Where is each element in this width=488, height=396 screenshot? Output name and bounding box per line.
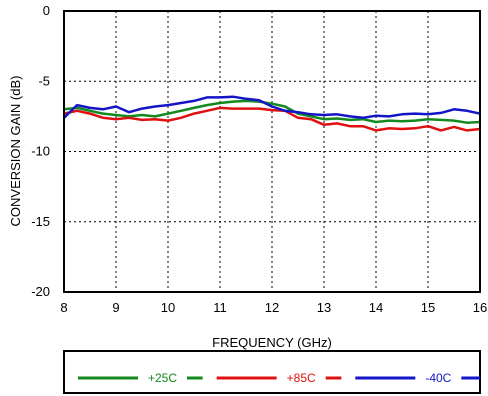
- legend-box: [63, 350, 481, 394]
- legend-label-1: +85C: [287, 371, 316, 385]
- x-tick-label-1: 9: [112, 300, 119, 315]
- x-tick-label-8: 16: [473, 300, 487, 315]
- x-tick-label-2: 10: [161, 300, 175, 315]
- grid-lines: [64, 11, 480, 292]
- y-tick-label-1: -5: [38, 73, 50, 88]
- y-tick-labels: 0 -5 -10 -15 -20: [31, 3, 50, 299]
- x-tick-label-4: 12: [265, 300, 279, 315]
- x-axis-label: FREQUENCY (GHz): [212, 335, 332, 350]
- y-tick-label-3: -15: [31, 214, 50, 229]
- series-lines: [63, 95, 481, 132]
- x-tick-label-7: 15: [421, 300, 435, 315]
- x-tick-label-5: 13: [317, 300, 331, 315]
- legend-label-2: -40C: [425, 371, 451, 385]
- y-axis-label: CONVERSION GAIN (dB): [8, 76, 23, 227]
- plot-frame: [63, 10, 481, 293]
- y-tick-label-0: 0: [43, 3, 50, 18]
- x-tick-labels: 8 9 10 11 12 13 14 15 16: [60, 300, 487, 315]
- y-tick-label-4: -20: [31, 284, 50, 299]
- series-line-1: [63, 106, 481, 132]
- x-tick-label-3: 11: [213, 300, 227, 315]
- series-line-0: [63, 99, 481, 124]
- x-tick-label-6: 14: [369, 300, 383, 315]
- legend: +25C +85C -40C: [78, 371, 480, 385]
- x-tick-label-0: 8: [60, 300, 67, 315]
- y-tick-label-2: -10: [31, 144, 50, 159]
- series-line-2: [63, 95, 481, 120]
- legend-label-0: +25C: [148, 371, 177, 385]
